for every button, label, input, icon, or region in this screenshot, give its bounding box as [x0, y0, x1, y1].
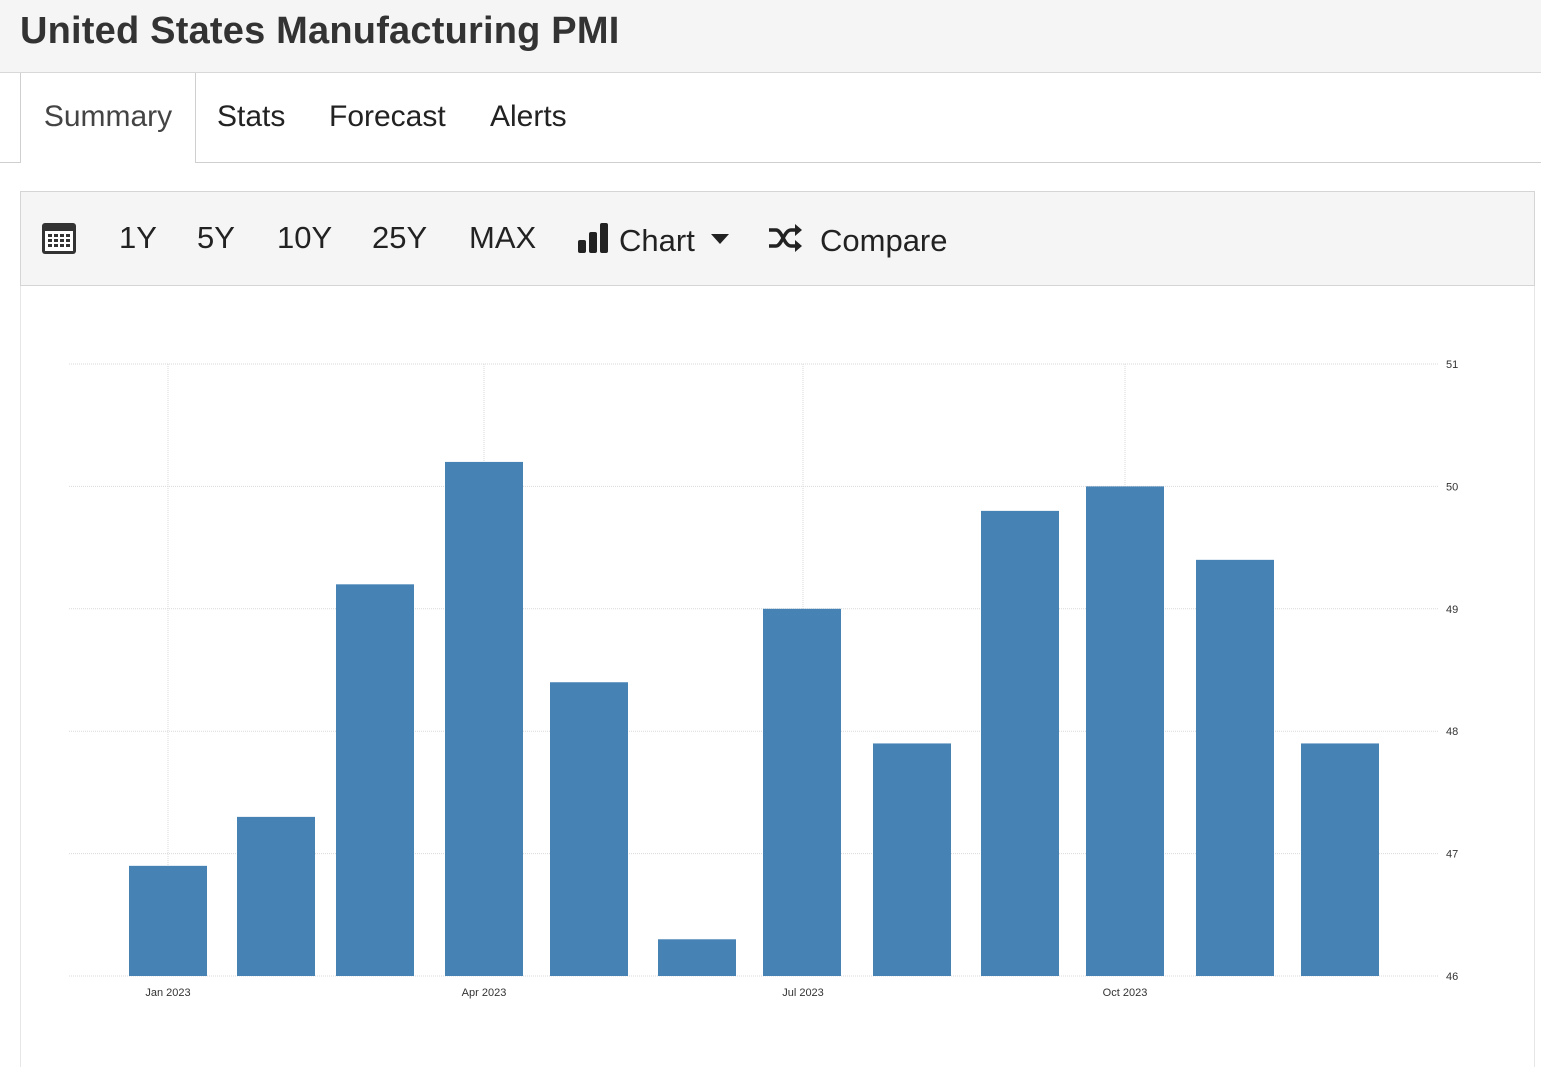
- bar: [873, 743, 951, 976]
- bar: [445, 461, 523, 976]
- bar: [336, 584, 414, 976]
- y-tick-label: 46: [1446, 971, 1458, 983]
- range-25y-button[interactable]: 25Y: [372, 220, 428, 255]
- x-tick-label: Apr 2023: [462, 987, 507, 999]
- chart-type-dropdown[interactable]: Chart: [577, 192, 737, 285]
- compare-label: Compare: [820, 223, 948, 258]
- bar-chart-icon: [578, 223, 608, 253]
- chart-toolbar: 1Y 5Y 10Y 25Y MAX Chart Compare: [20, 191, 1535, 286]
- bar: [658, 939, 736, 976]
- range-1y-button[interactable]: 1Y: [119, 220, 157, 255]
- tab-summary[interactable]: Summary: [20, 73, 196, 163]
- y-tick-label: 48: [1446, 726, 1458, 738]
- calendar-icon[interactable]: [41, 220, 77, 256]
- bar: [763, 608, 841, 976]
- shuffle-icon: [769, 224, 802, 252]
- pmi-bar-chart: 46 47 48 49 50 51 Jan 2023 Apr 2023 Jul 2023 Oct …: [69, 359, 1458, 999]
- y-tick-label: 51: [1446, 359, 1458, 371]
- compare-button[interactable]: Compare: [767, 192, 977, 285]
- bar: [237, 816, 315, 976]
- bar: [550, 682, 628, 976]
- page-header: United States Manufacturing PMI: [0, 0, 1541, 73]
- range-max-button[interactable]: MAX: [469, 220, 537, 255]
- x-tick-label: Jul 2023: [782, 987, 824, 999]
- page-title: United States Manufacturing PMI: [20, 10, 620, 52]
- bar: [1196, 559, 1274, 976]
- range-10y-button[interactable]: 10Y: [277, 220, 333, 255]
- tab-forecast[interactable]: Forecast: [329, 100, 446, 133]
- chevron-down-icon: [711, 234, 729, 244]
- tab-bar: Summary Stats Forecast Alerts: [0, 73, 1541, 163]
- range-5y-button[interactable]: 5Y: [197, 220, 235, 255]
- x-tick-label: Oct 2023: [1103, 987, 1148, 999]
- y-tick-label: 50: [1446, 481, 1458, 493]
- x-tick-label: Jan 2023: [145, 987, 190, 999]
- chart-panel: 46 47 48 49 50 51 Jan 2023 Apr 2023 Jul 2023 Oct …: [20, 286, 1535, 1067]
- bar: [981, 510, 1059, 976]
- tab-alerts[interactable]: Alerts: [490, 100, 567, 133]
- bar: [1301, 743, 1379, 976]
- bar: [129, 865, 207, 976]
- bar: [1086, 486, 1164, 976]
- tab-stats[interactable]: Stats: [217, 100, 286, 133]
- chart-type-label: Chart: [619, 223, 695, 258]
- y-tick-label: 49: [1446, 604, 1458, 616]
- y-tick-label: 47: [1446, 849, 1458, 861]
